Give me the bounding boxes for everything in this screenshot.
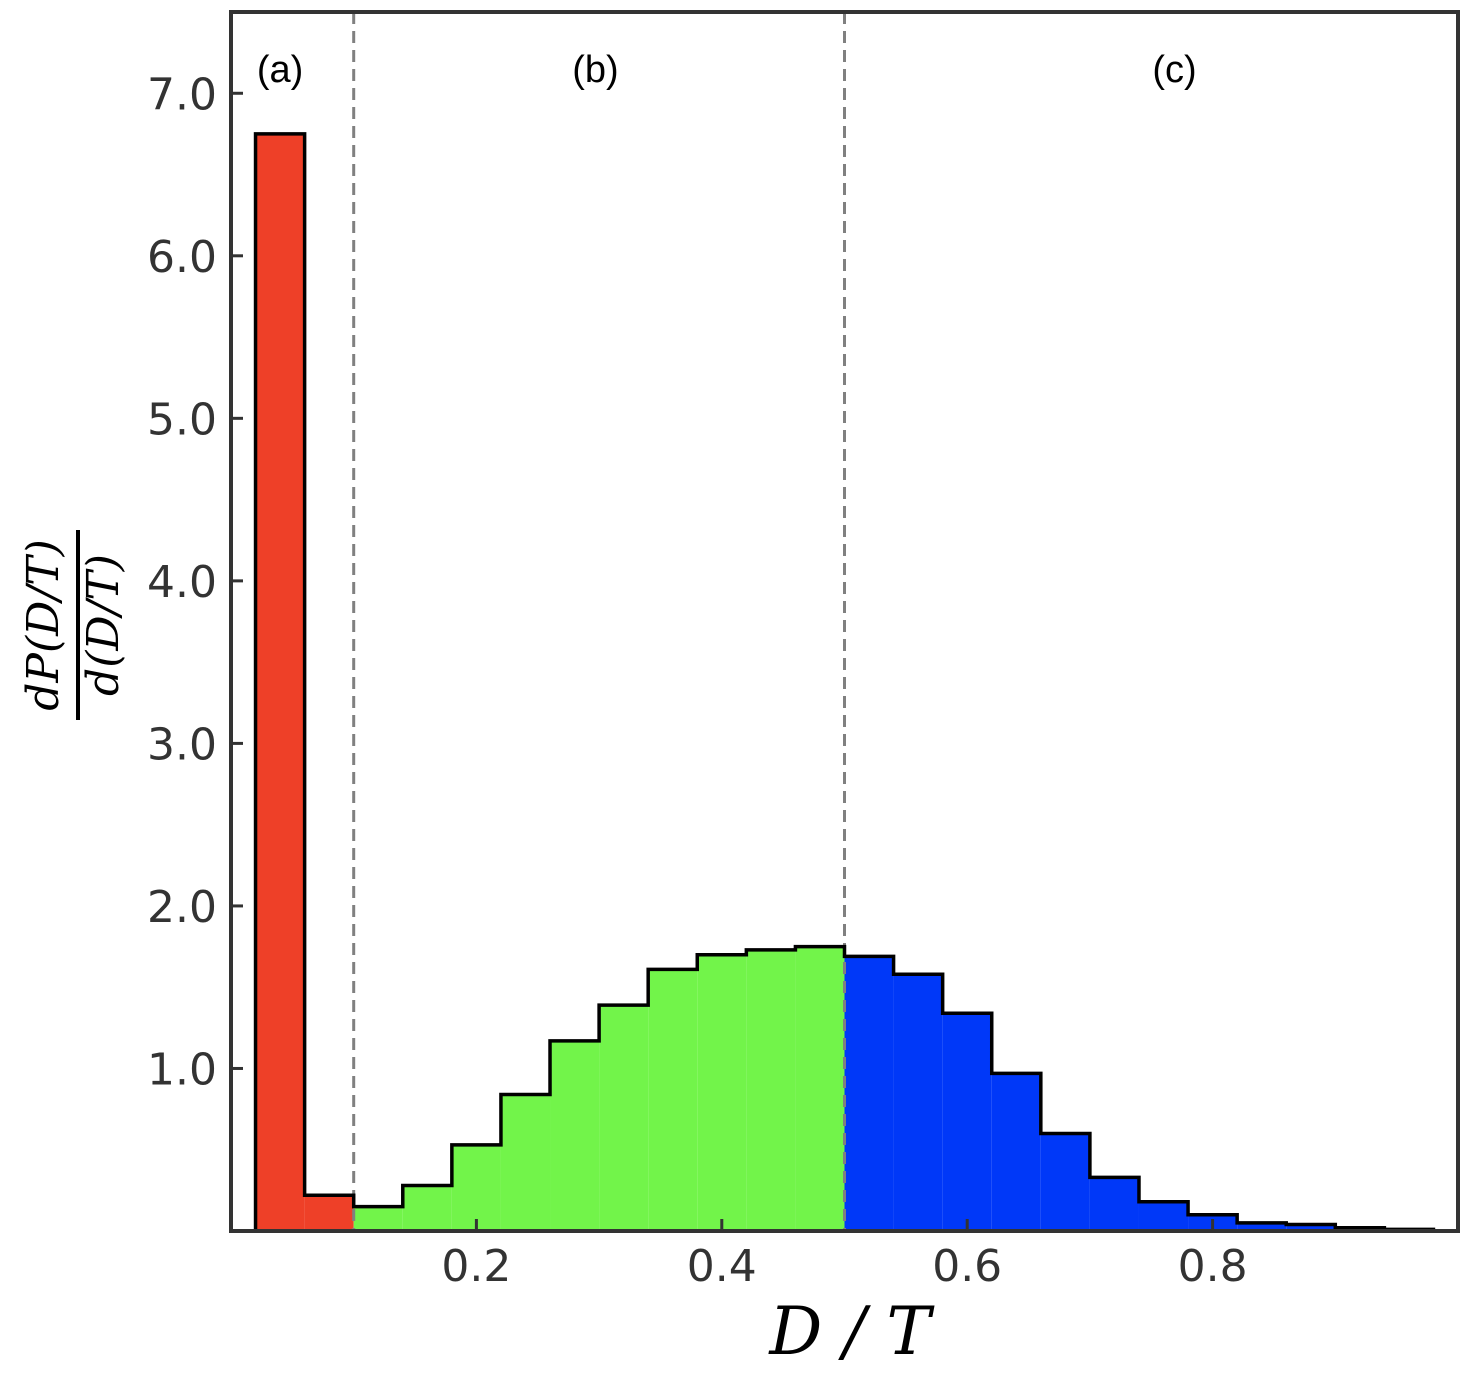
histogram-bar-4 <box>451 1144 501 1231</box>
region-label-b: (b) <box>572 49 618 91</box>
x-tick-label: 0.2 <box>441 1241 511 1292</box>
y-axis-ticks: 1.0 2.0 3.0 4.0 5.0 6.0 7.0 <box>147 69 243 1095</box>
histogram-bar-12 <box>844 956 894 1231</box>
histogram-bar-5 <box>500 1094 551 1231</box>
x-tick-label: 0.6 <box>932 1241 1002 1292</box>
histogram-bars <box>255 133 1434 1231</box>
histogram-bar-2 <box>353 1206 403 1231</box>
region-label-c: (c) <box>1152 49 1196 91</box>
histogram-bar-0 <box>255 133 305 1231</box>
y-tick-label: 3.0 <box>147 719 217 770</box>
histogram-bar-9 <box>697 954 747 1231</box>
histogram-bar-15 <box>991 1073 1041 1231</box>
region-label-a: (a) <box>257 49 303 91</box>
histogram-bar-10 <box>746 949 796 1231</box>
histogram-bar-20 <box>1237 1222 1287 1231</box>
y-tick-label: 6.0 <box>147 232 217 283</box>
histogram-bar-13 <box>893 974 943 1231</box>
histogram-bar-1 <box>304 1195 354 1231</box>
histogram-bar-8 <box>648 969 698 1231</box>
y-axis-label: dP(D/T) d(D/T) <box>18 530 129 720</box>
y-axis-label-denominator: d(D/T) <box>78 554 129 696</box>
y-axis-label-numerator: dP(D/T) <box>18 539 69 711</box>
histogram-bar-6 <box>550 1040 600 1231</box>
region-dividers <box>352 12 846 1231</box>
histogram-bar-16 <box>1040 1133 1090 1231</box>
y-tick-label: 2.0 <box>147 882 217 933</box>
histogram-bar-17 <box>1089 1177 1139 1231</box>
y-tick-label: 7.0 <box>147 69 217 120</box>
histogram-bar-21 <box>1286 1224 1336 1231</box>
y-tick-label: 5.0 <box>147 394 217 445</box>
axes-frame <box>229 10 1460 1233</box>
x-axis-label: D / T <box>768 1293 935 1370</box>
x-axis-ticks: 0.2 0.4 0.6 0.8 <box>441 1219 1248 1292</box>
region-labels: (a) (b) (c) <box>257 49 1197 91</box>
y-tick-label: 1.0 <box>147 1044 217 1095</box>
histogram-bar-14 <box>942 1013 992 1231</box>
histogram-bar-3 <box>402 1185 452 1231</box>
x-tick-label: 0.8 <box>1178 1241 1248 1292</box>
histogram-bar-7 <box>599 1005 649 1231</box>
histogram-bar-18 <box>1138 1201 1189 1231</box>
histogram-bar-11 <box>795 946 845 1231</box>
x-tick-label: 0.4 <box>687 1241 757 1292</box>
histogram-step-outline <box>253 132 1436 1232</box>
y-tick-label: 4.0 <box>147 557 217 608</box>
